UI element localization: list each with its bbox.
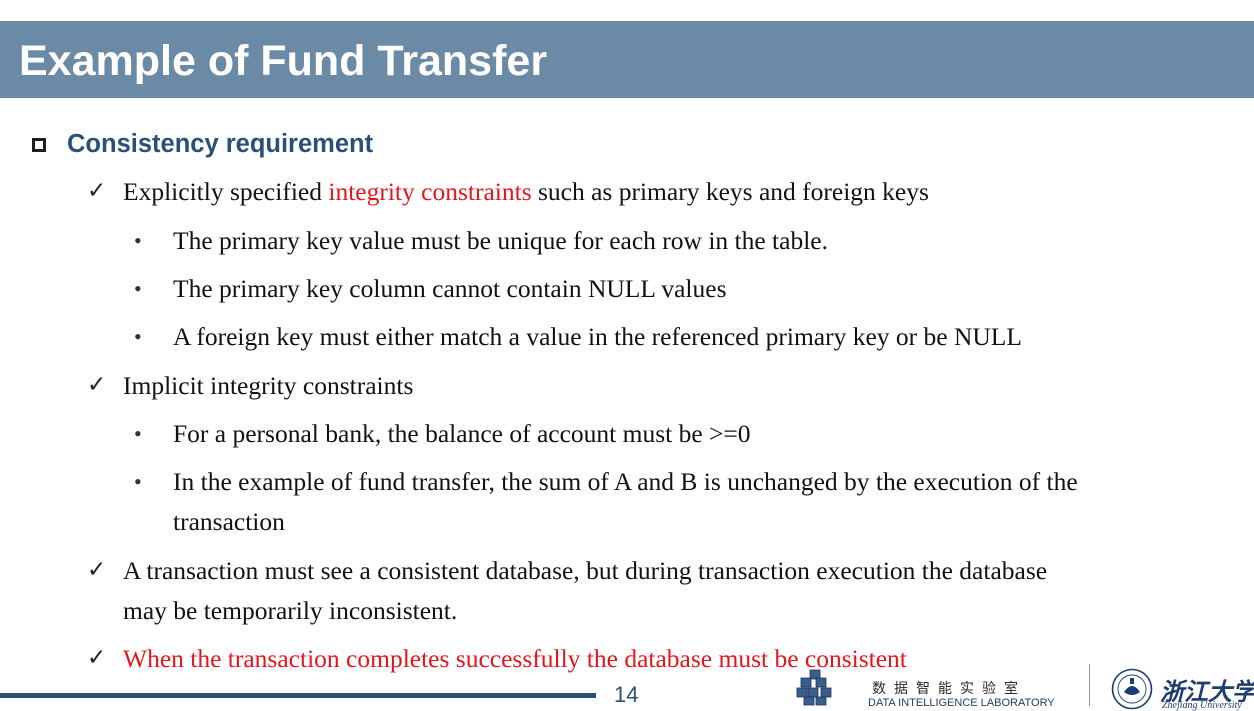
text-part: such as primary keys and foreign keys	[531, 177, 929, 206]
sub-bullet-foreign-key: A foreign key must either match a value …	[173, 322, 1022, 351]
bullet-consistent-db-line1: A transaction must see a consistent data…	[123, 556, 1048, 585]
bullet-explicit-constraints: Explicitly specified integrity constrain…	[123, 172, 929, 212]
university-seal-icon	[1111, 668, 1153, 710]
heading-text: Consistency requirement	[67, 129, 374, 158]
section-heading: Consistency requirement	[32, 128, 373, 160]
slide-title: Example of Fund Transfer	[19, 37, 548, 85]
text-part: Explicitly specified	[123, 177, 329, 206]
footer-line	[0, 693, 596, 698]
lab-name-chinese: 数据智能实验室	[872, 681, 1026, 697]
dot-icon: •	[134, 276, 142, 301]
check-icon: ✓	[87, 178, 107, 204]
logo-separator	[1089, 664, 1090, 706]
bullet-consistent-db-line2: may be temporarily inconsistent.	[123, 596, 458, 625]
square-bullet-icon	[32, 137, 46, 152]
bullet-implicit-constraints: Implicit integrity constraints	[123, 371, 414, 400]
bullet-completes-successfully: When the transaction completes successfu…	[123, 644, 907, 673]
sub-bullet-primary-not-null: The primary key column cannot contain NU…	[173, 274, 727, 303]
highlight-integrity-constraints: integrity constraints	[328, 177, 532, 206]
title-bar	[0, 21, 1254, 98]
dot-icon: •	[134, 228, 142, 253]
sub-bullet-sum-unchanged-line1: In the example of fund transfer, the sum…	[173, 467, 1078, 496]
dot-icon: •	[134, 469, 142, 494]
check-icon: ✓	[87, 372, 107, 398]
sub-bullet-primary-unique: The primary key value must be unique for…	[173, 226, 828, 255]
lab-name-english: DATA INTELLIGENCE LABORATORY	[868, 697, 1055, 709]
sub-bullet-sum-unchanged-line2: transaction	[173, 507, 285, 536]
dot-icon: •	[134, 324, 142, 349]
lab-logo-icon	[796, 669, 832, 706]
sub-bullet-balance: For a personal bank, the balance of acco…	[173, 419, 751, 448]
check-icon: ✓	[87, 645, 107, 671]
university-name-chinese: 浙江大学	[1160, 677, 1254, 706]
check-icon: ✓	[87, 557, 107, 583]
dot-icon: •	[134, 421, 142, 446]
page-number: 14	[614, 682, 639, 707]
